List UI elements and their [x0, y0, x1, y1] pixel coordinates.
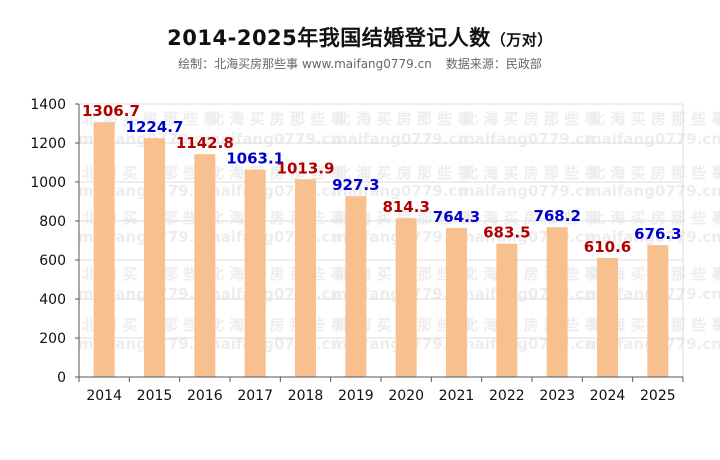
watermark-text: 北 海 买 房 那 些 事 — [209, 164, 345, 182]
watermark-text: 北 海 买 房 那 些 事 — [336, 110, 472, 128]
data-label: 768.2 — [533, 207, 580, 225]
y-axis-tick-labels: 0 200 400 600 800 1000 1200 1400 — [30, 97, 66, 386]
data-label: 1013.9 — [277, 159, 335, 177]
watermark-text: maifang0779.cn — [332, 182, 468, 200]
chart-title-unit: （万对） — [490, 31, 553, 49]
bar-2025 — [647, 245, 669, 377]
watermark-text: 北 海 买 房 那 些 事 — [463, 209, 599, 227]
watermark-text: maifang0779.cn — [205, 182, 341, 200]
watermark-text: maifang0779.cn — [586, 228, 720, 246]
y-tick-label: 600 — [39, 253, 66, 269]
bar-2019 — [345, 196, 367, 377]
watermark-text: maifang0779.cn — [205, 285, 341, 303]
watermark-text: 北 海 买 房 那 些 事 — [463, 265, 599, 283]
y-tick-label: 200 — [39, 331, 66, 347]
bars — [93, 122, 669, 377]
bar-2016 — [194, 154, 216, 377]
x-tick-label: 2022 — [489, 388, 525, 404]
x-tick-label: 2019 — [338, 388, 374, 404]
y-tick-label: 400 — [39, 292, 66, 308]
x-tick-label: 2020 — [388, 388, 424, 404]
watermark-text: 北 海 买 房 那 些 事 — [209, 209, 345, 227]
bar-2015 — [144, 138, 165, 377]
bar-2024 — [597, 257, 618, 377]
data-label: 683.5 — [483, 224, 530, 242]
data-label: 1063.1 — [226, 150, 284, 168]
data-label: 610.6 — [584, 238, 631, 256]
gridlines — [79, 103, 684, 377]
watermark-text: 北 海 买 房 那 些 事 — [463, 164, 599, 182]
data-label: 814.3 — [382, 198, 429, 216]
data-label: 676.3 — [634, 225, 681, 243]
y-tick-label: 1000 — [30, 175, 66, 191]
watermark-text: maifang0779.cn — [459, 285, 595, 303]
watermark-text: 北 海 买 房 那 些 事 — [590, 209, 720, 227]
y-tick-label: 1200 — [30, 136, 66, 152]
data-label: 927.3 — [332, 176, 379, 194]
data-labels: 1306.71224.71142.81063.11013.9927.3814.3… — [82, 102, 682, 256]
watermark-text: 北 海 买 房 那 些 事 — [209, 265, 345, 283]
source-text: 数据来源：民政部 — [445, 57, 542, 71]
x-tick-label: 2024 — [590, 388, 626, 404]
bar-2017 — [244, 169, 266, 377]
x-tick-label: 2017 — [237, 388, 273, 404]
watermark-text: maifang0779.cn — [459, 130, 595, 148]
x-tick-label: 2016 — [187, 388, 223, 404]
x-tick-label: 2015 — [137, 388, 173, 404]
data-label: 1142.8 — [176, 134, 234, 152]
watermark-text: maifang0779.cn — [586, 182, 720, 200]
watermark-text: maifang0779.cn — [586, 130, 720, 148]
x-tick-label: 2018 — [288, 388, 324, 404]
chart-title: 2014-2025年我国结婚登记人数（万对） — [0, 22, 720, 52]
watermark-text: 北 海 买 房 那 些 事 — [463, 110, 599, 128]
y-tick-label: 0 — [57, 370, 66, 386]
watermark-text: 北 海 买 房 那 些 事 — [336, 209, 472, 227]
bar-2014 — [93, 122, 115, 377]
chart-title-text: 2014-2025年我国结婚登记人数 — [167, 26, 491, 50]
watermark-text: 北 海 买 房 那 些 事 — [209, 110, 345, 128]
watermark-text: maifang0779.cn — [205, 228, 341, 246]
y-tick-label: 800 — [39, 214, 66, 230]
watermark-text: 北 海 买 房 那 些 事 — [463, 316, 599, 334]
bar-2022 — [496, 243, 518, 377]
data-label: 764.3 — [433, 208, 480, 226]
y-tick-label: 1400 — [30, 97, 66, 113]
x-tick-label: 2021 — [439, 388, 475, 404]
x-axis-tick-labels: 2014 2015 2016 2017 2018 2019 2020 2021 2022 2023… — [86, 388, 675, 404]
watermark-text: 北 海 买 房 那 些 事 — [82, 110, 218, 128]
bar-2021 — [446, 227, 467, 377]
bar-2020 — [395, 218, 417, 377]
x-tick-label: 2025 — [640, 388, 676, 404]
data-label: 1306.7 — [82, 102, 140, 120]
watermark-text: maifang0779.cn — [332, 130, 468, 148]
watermark-text: 北 海 买 房 那 些 事 — [209, 316, 345, 334]
x-tick-label: 2023 — [539, 388, 575, 404]
watermark-text: 北 海 买 房 那 些 事 — [336, 164, 472, 182]
credit-text: 绘制：北海买房那些事 www.maifang0779.cn — [178, 57, 432, 71]
bar-2023 — [546, 227, 568, 377]
x-tick-label: 2014 — [86, 388, 122, 404]
watermark-text: maifang0779.cn — [459, 182, 595, 200]
chart-subtitle: 绘制：北海买房那些事 www.maifang0779.cn 数据来源：民政部 — [0, 55, 720, 72]
axes — [75, 103, 684, 382]
watermark-text: 北 海 买 房 那 些 事 — [590, 110, 720, 128]
bar-2018 — [295, 179, 316, 377]
watermark-text: 北 海 买 房 那 些 事 — [590, 164, 720, 182]
data-label: 1224.7 — [126, 118, 184, 136]
